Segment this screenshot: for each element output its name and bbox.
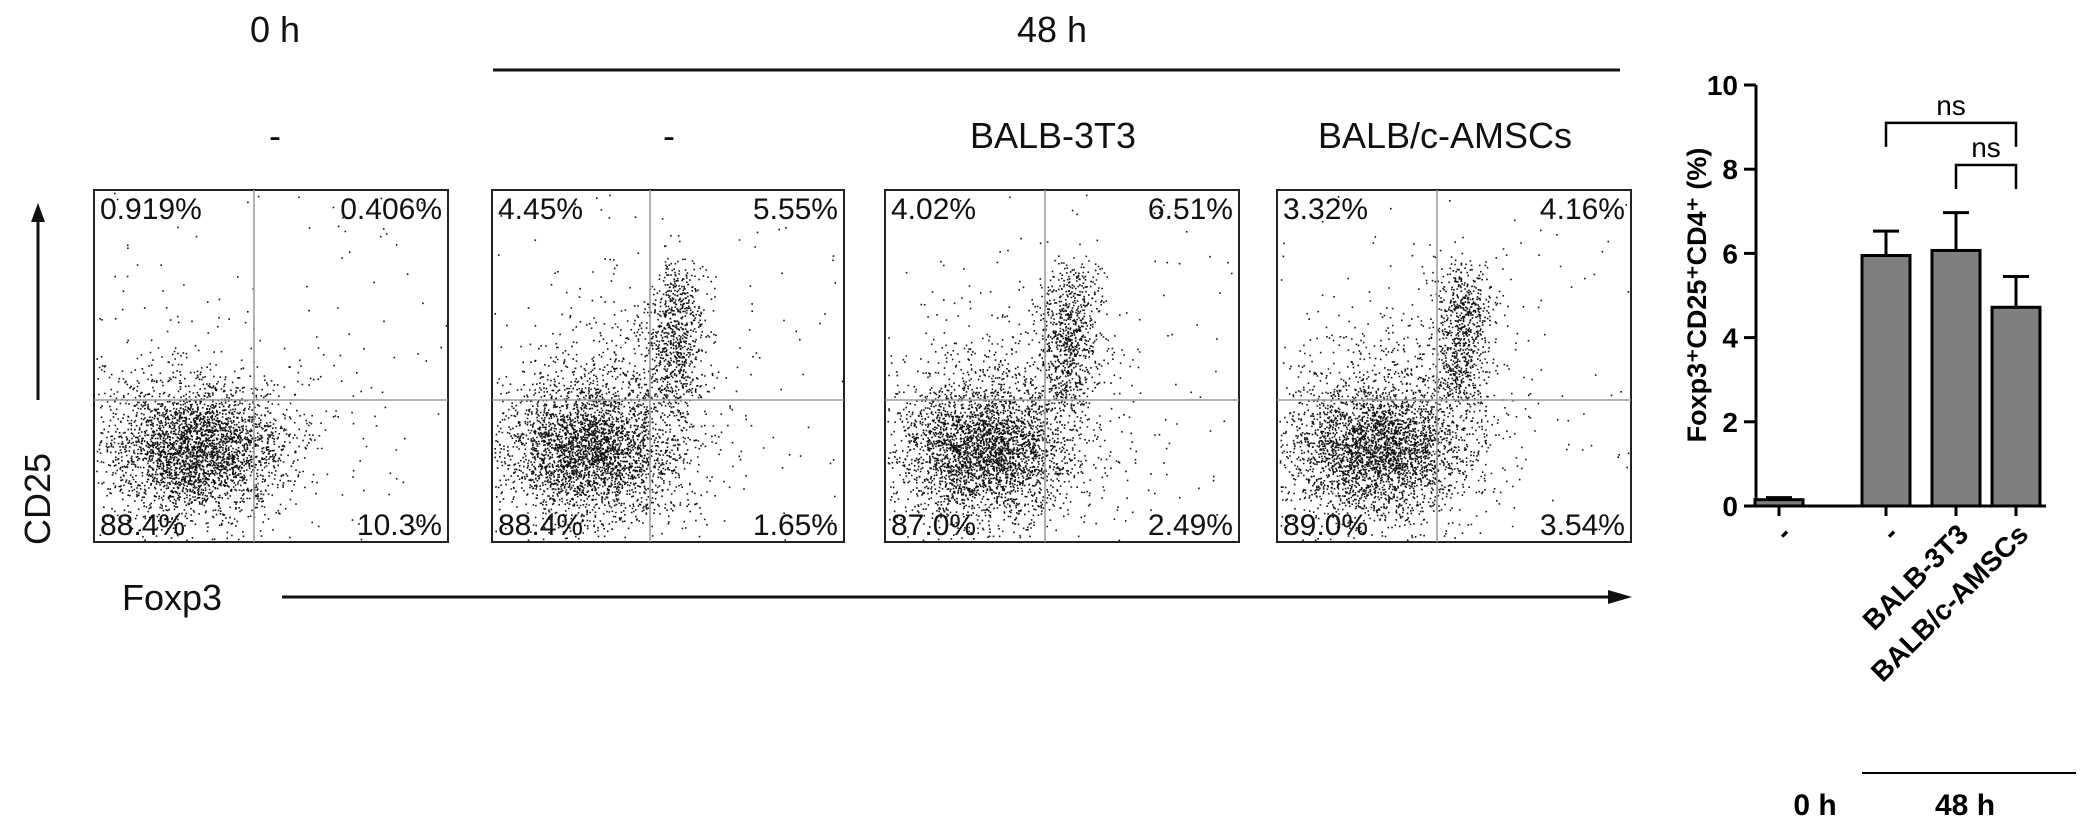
cd25-axis: CD25 xyxy=(17,203,58,545)
condition-label-3: BALB-3T3 xyxy=(970,115,1136,156)
cd25-axis-label: CD25 xyxy=(17,453,58,545)
quadrant-ll-2: 88.4% xyxy=(498,509,583,542)
quadrant-ur-4: 4.16% xyxy=(1540,193,1625,226)
time-label-0h: 0 h xyxy=(250,9,300,50)
significance-label-0: ns xyxy=(1936,90,1966,121)
condition-label-2: - xyxy=(663,115,675,156)
condition-label-1: - xyxy=(269,115,281,156)
scatter-dots-2 xyxy=(494,194,844,542)
quadrant-ll-4: 89.0% xyxy=(1283,509,1368,542)
scatter-dots-1 xyxy=(96,192,448,542)
quadrant-ll-1: 88.4% xyxy=(100,509,185,542)
bar-0 xyxy=(1753,498,1805,508)
quadrant-ul-2: 4.45% xyxy=(498,193,583,226)
quadrant-ul-1: 0.919% xyxy=(100,193,202,226)
bar-1 xyxy=(1860,254,1912,508)
bar-3 xyxy=(1990,305,2042,508)
condition-label-4: BALB/c-AMSCs xyxy=(1318,115,1572,156)
time-label-48h: 48 h xyxy=(1017,9,1087,50)
quadrant-ul-3: 4.02% xyxy=(891,193,976,226)
quadrant-ul-4: 3.32% xyxy=(1283,193,1368,226)
significance-label-1: ns xyxy=(1971,132,2001,163)
y-tick-label: 10 xyxy=(1707,70,1738,101)
flow-panel-4: 3.32% 4.16% 89.0% 3.54% xyxy=(1276,189,1632,543)
quadrant-ur-3: 6.51% xyxy=(1148,193,1233,226)
y-tick-label: 2 xyxy=(1722,407,1738,438)
y-tick-label: 0 xyxy=(1722,491,1738,522)
flow-panel-2: 4.45% 5.55% 88.4% 1.65% xyxy=(491,189,845,543)
y-tick-label: 8 xyxy=(1722,154,1738,185)
x-category-label-1: - xyxy=(1876,518,1905,547)
x-category-label-0: - xyxy=(1769,518,1798,547)
quadrant-ll-3: 87.0% xyxy=(891,509,976,542)
significance-bracket-0 xyxy=(1884,121,2018,147)
y-tick-label: 6 xyxy=(1722,238,1738,269)
foxp3-axis: Foxp3 xyxy=(122,577,1632,618)
quadrant-lr-3: 2.49% xyxy=(1148,509,1233,542)
quadrant-lr-4: 3.54% xyxy=(1540,509,1625,542)
y-tick-label: 4 xyxy=(1722,323,1738,354)
foxp3-axis-label: Foxp3 xyxy=(122,577,222,618)
group-label-48h: 48 h xyxy=(1935,789,1995,822)
group-label-0h: 0 h xyxy=(1793,789,1836,822)
quadrant-lr-2: 1.65% xyxy=(753,509,838,542)
quadrant-ur-2: 5.55% xyxy=(753,193,838,226)
scatter-dots-4 xyxy=(1279,196,1630,542)
quadrant-ur-1: 0.406% xyxy=(340,193,442,226)
bar-2 xyxy=(1930,248,1982,508)
flow-panel-3: 4.02% 6.51% 87.0% 2.49% xyxy=(884,189,1240,543)
quadrant-lr-1: 10.3% xyxy=(357,509,442,542)
significance-bracket-1 xyxy=(1954,163,2018,189)
flow-panel-1: 0.919% 0.406% 88.4% 10.3% xyxy=(93,189,449,543)
y-axis-label: Foxp3⁺CD25⁺CD4⁺ (%) xyxy=(1682,148,1712,443)
